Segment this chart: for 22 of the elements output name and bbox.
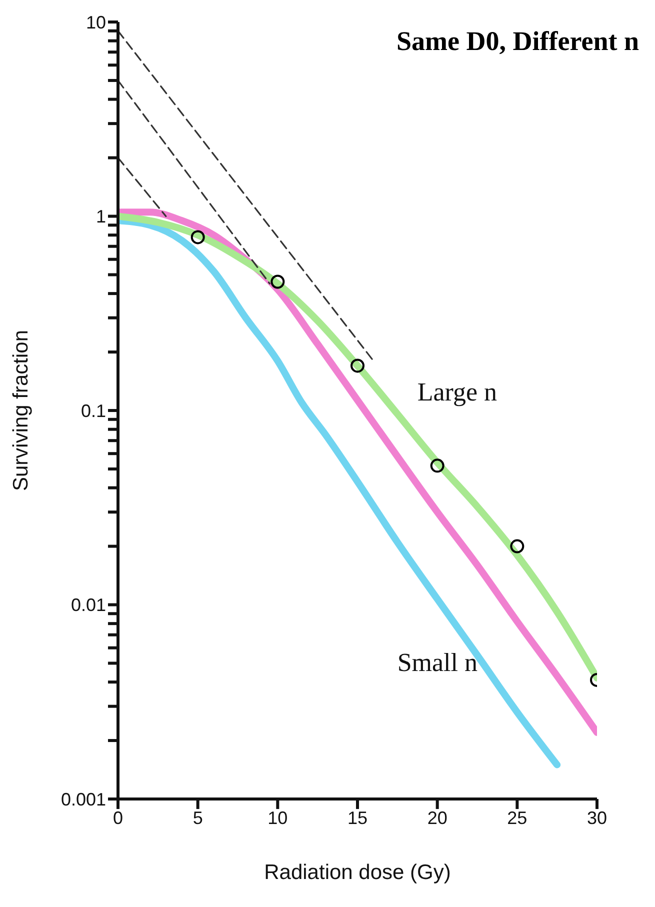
series-label: Large n xyxy=(417,377,497,406)
point xyxy=(510,539,524,554)
x-tick-label: 0 xyxy=(112,808,124,828)
y-tick-label: 0.01 xyxy=(70,595,106,616)
point xyxy=(190,230,205,244)
x-tick-label: 25 xyxy=(507,808,528,828)
x-tick-label: 30 xyxy=(586,808,608,828)
y-tick-label: 0.001 xyxy=(60,789,106,810)
point xyxy=(430,458,444,473)
x-tick-label: 15 xyxy=(347,808,368,828)
point xyxy=(350,358,364,373)
series-label: Small n xyxy=(397,648,478,678)
x-tick-label: 5 xyxy=(192,808,203,828)
x-tick-label: 20 xyxy=(427,808,448,828)
y-tick-label: 1 xyxy=(96,206,106,227)
x-tick-label: 10 xyxy=(268,808,288,828)
x-axis-title: Radiation dose (Gy) xyxy=(264,861,451,884)
y-axis-title: Surviving fraction xyxy=(9,330,32,492)
chart-title: Same D0, Different n xyxy=(396,26,639,57)
y-tick-label: 10 xyxy=(86,12,106,32)
y-tick-label: 0.1 xyxy=(80,400,106,421)
point xyxy=(270,274,285,289)
